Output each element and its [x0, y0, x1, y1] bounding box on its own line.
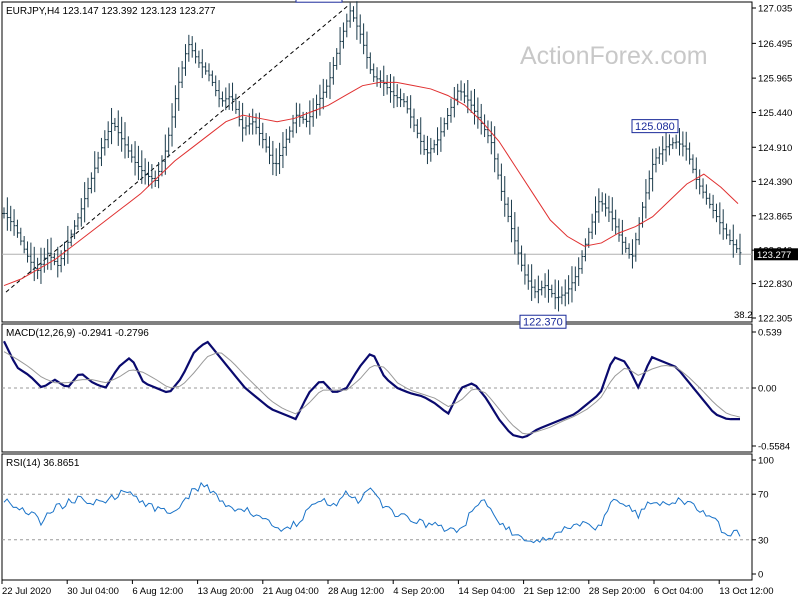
x-tick-label: 28 Sep 20:00: [589, 586, 646, 597]
x-tick-label: 30 Jul 04:00: [67, 586, 119, 597]
price-panel: [1, 1, 753, 323]
price-annotation-label: 127.070: [299, 0, 339, 3]
fib-level-label: 38.2: [734, 310, 753, 321]
price-ytick-label: 125.965: [758, 74, 792, 85]
rsi-line: [3, 481, 741, 544]
x-tick-label: 21 Sep 12:00: [524, 586, 581, 597]
price-ytick-label: 124.910: [758, 143, 792, 154]
macd-ytick-label: 0.00: [758, 383, 777, 394]
price-ytick-label: 126.495: [758, 39, 792, 50]
price-ytick-label: 122.830: [758, 279, 792, 290]
rsi-panel: [1, 453, 753, 581]
price-annotation-box: [631, 119, 679, 134]
price-annotation-box: [295, 0, 343, 3]
price-annotation-label: 122.370: [523, 317, 563, 329]
x-tick-label: 13 Oct 12:00: [719, 586, 773, 597]
macd-header: MACD(12,26,9) -0.2941 -0.2796: [6, 328, 149, 339]
price-annotation-box: [519, 314, 567, 329]
x-tick-label: 4 Sep 20:00: [393, 586, 444, 597]
x-tick-label: 22 Jul 2020: [2, 586, 51, 597]
price-ytick-label: 125.440: [758, 108, 792, 119]
macd-line: [3, 340, 740, 439]
rsi-ytick-label: 30: [758, 535, 769, 546]
price-ytick-label: 123.865: [758, 211, 792, 222]
rsi-header: RSI(14) 36.8651: [6, 458, 80, 469]
price-ytick-label: 122.305: [758, 314, 792, 325]
watermark: ActionForex.com: [520, 42, 708, 70]
rsi-ytick-label: 0: [758, 570, 763, 581]
price-header: EURJPY,H4 123.147 123.392 123.123 123.27…: [6, 6, 216, 17]
macd-ytick-label: 0.539: [758, 328, 782, 339]
x-tick-label: 13 Aug 20:00: [198, 586, 254, 597]
x-tick-label: 6 Aug 12:00: [132, 586, 183, 597]
last-price-tag: [754, 248, 798, 261]
x-tick-label: 28 Aug 12:00: [328, 586, 384, 597]
x-tick-label: 14 Sep 04:00: [458, 586, 515, 597]
price-annotation-label: 125.080: [635, 121, 675, 133]
macd-signal-line: [3, 351, 741, 435]
moving-average-line: [3, 81, 739, 287]
macd-ytick-label: -0.5584: [758, 442, 790, 453]
price-ytick-label: 124.390: [758, 177, 792, 188]
price-bars: [2, 1, 742, 312]
last-price-value: 123.277: [757, 250, 791, 261]
rsi-ytick-label: 100: [758, 456, 774, 467]
x-tick-label: 6 Oct 04:00: [654, 586, 703, 597]
trendline: [5, 5, 349, 293]
x-tick-label: 21 Aug 04:00: [263, 586, 319, 597]
rsi-ytick-label: 70: [758, 490, 769, 501]
price-ytick-label: 127.035: [758, 4, 792, 15]
